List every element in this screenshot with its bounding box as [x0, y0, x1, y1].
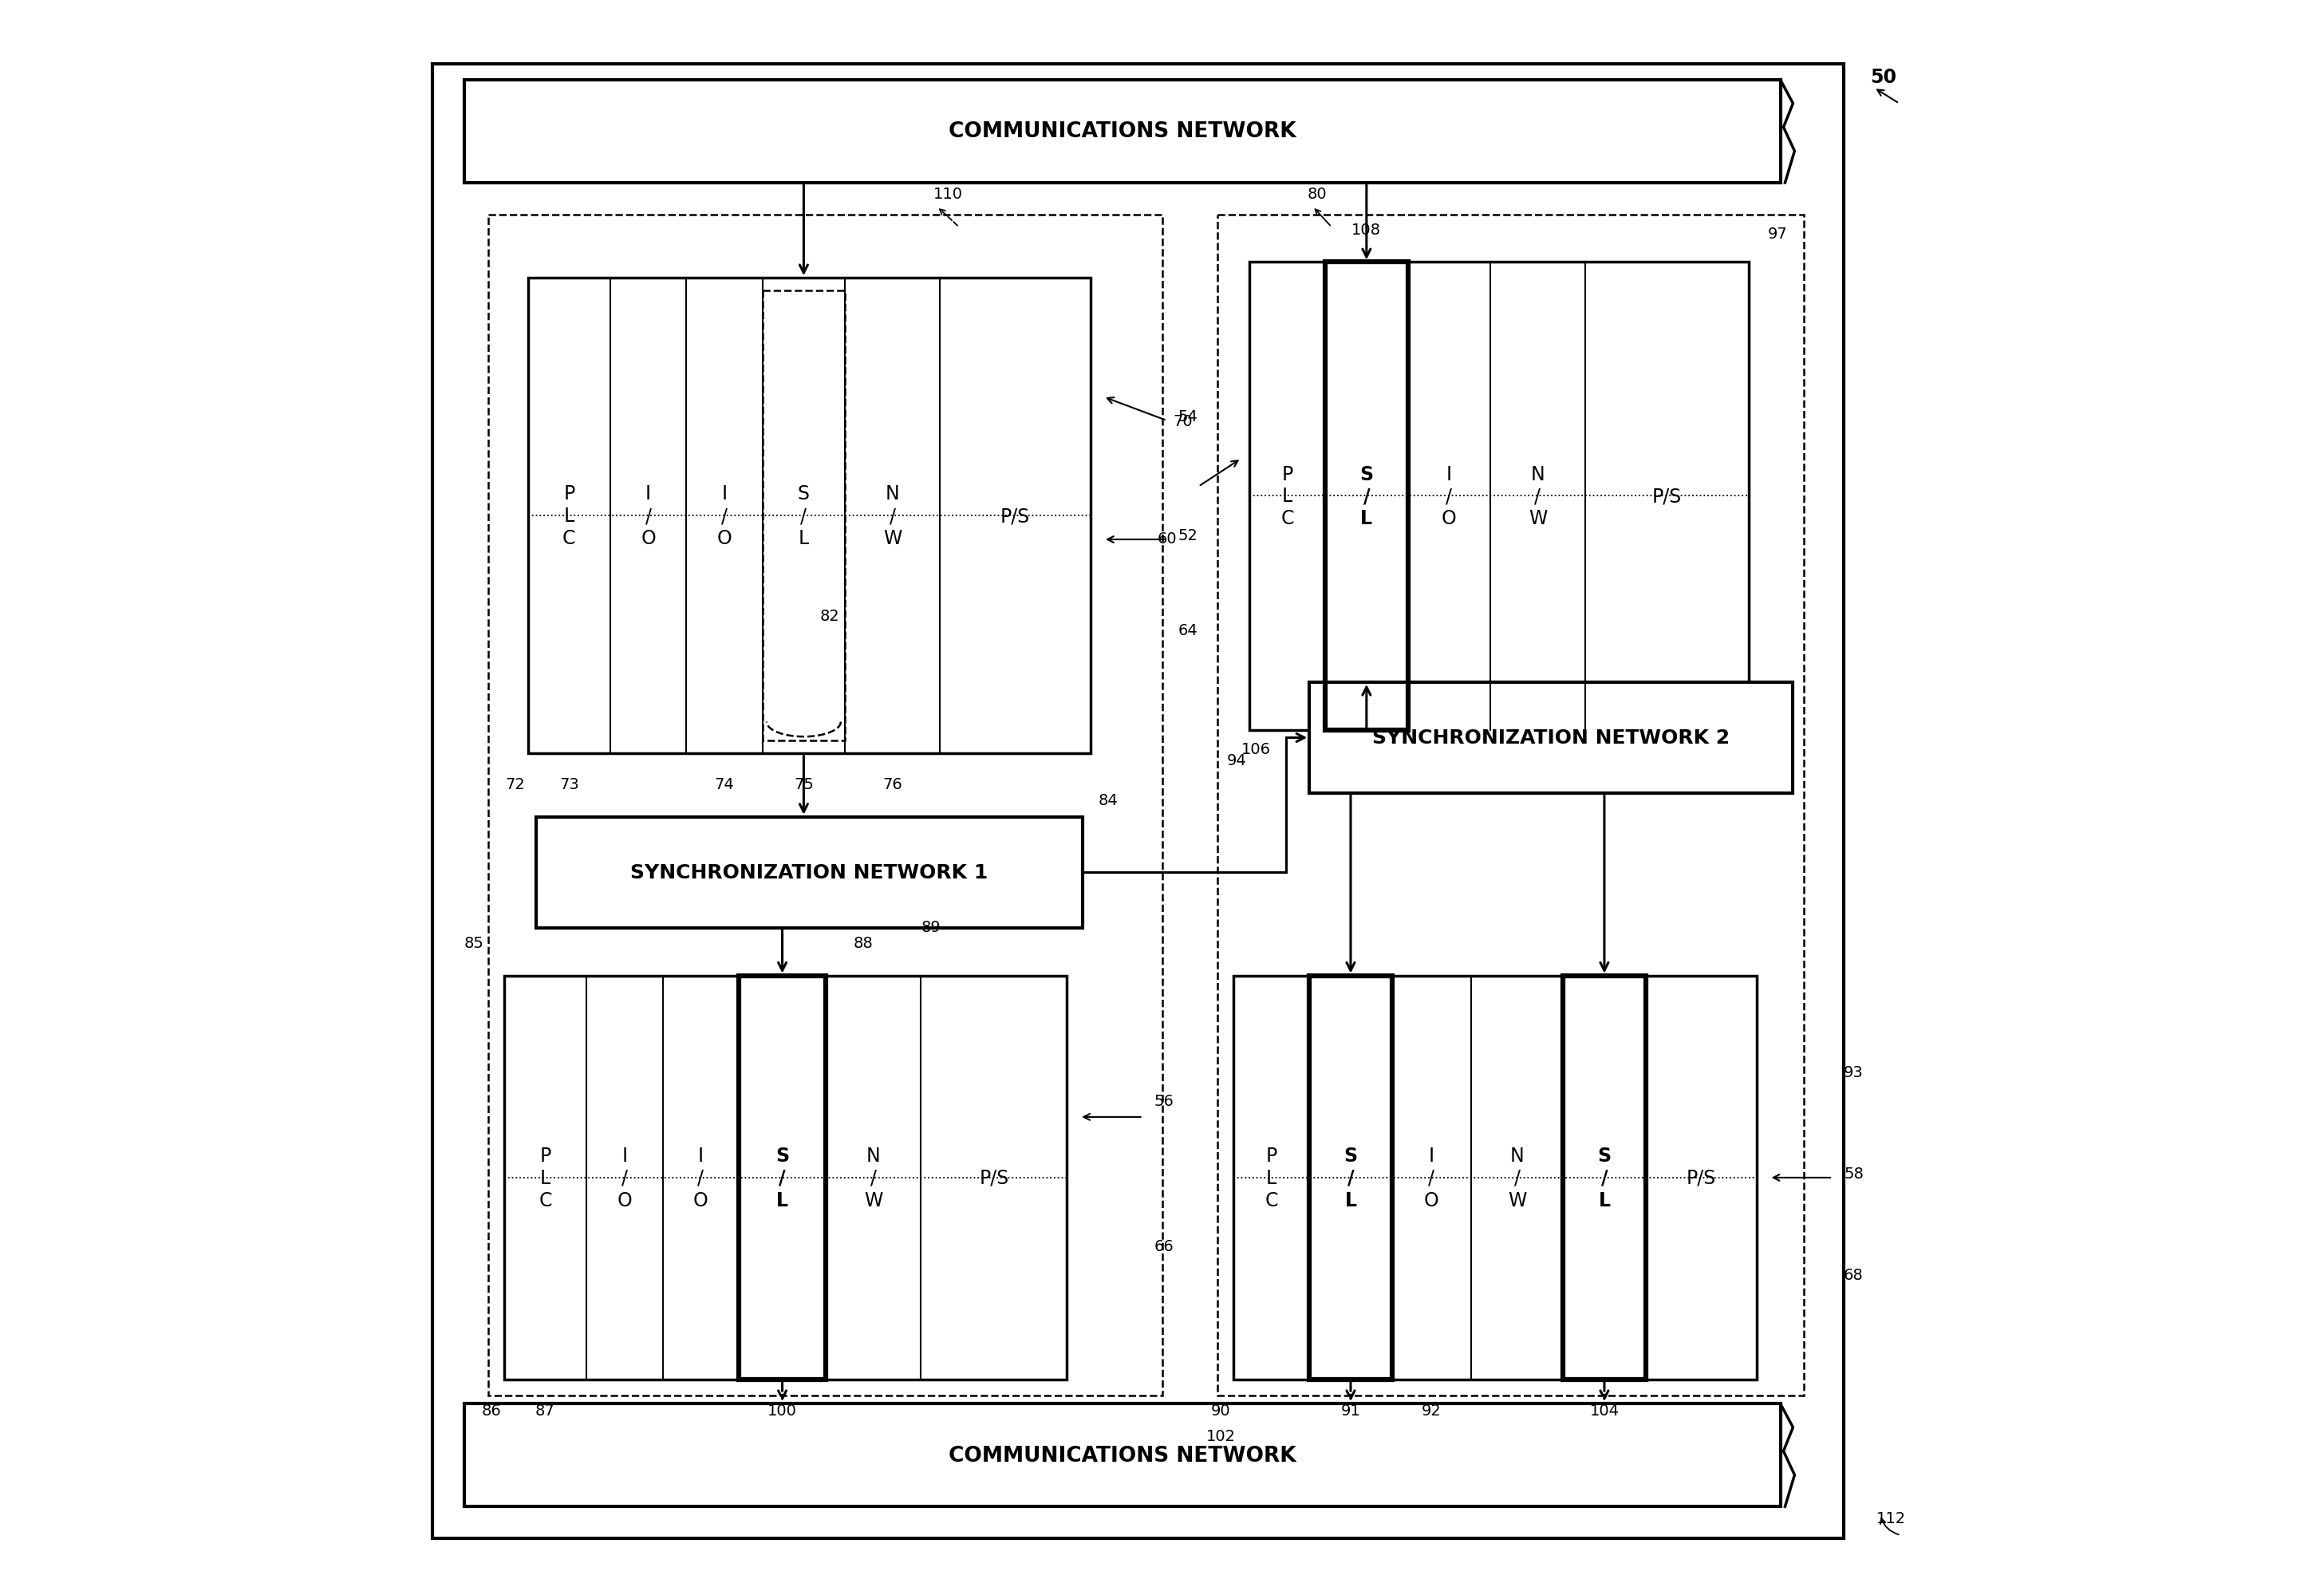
Text: COMMUNICATIONS NETWORK: COMMUNICATIONS NETWORK — [948, 1444, 1297, 1465]
Text: 92: 92 — [1422, 1403, 1441, 1417]
Text: P
L
C: P L C — [1281, 465, 1294, 528]
Text: S
/
L: S / L — [1597, 1146, 1611, 1209]
Text: 70: 70 — [1174, 414, 1192, 430]
Text: 54: 54 — [1178, 409, 1197, 424]
Text: 93: 93 — [1843, 1065, 1864, 1081]
Text: P
L
C: P L C — [539, 1146, 551, 1209]
Text: P/S: P/S — [1652, 487, 1683, 506]
Text: N
/
W: N / W — [865, 1146, 883, 1209]
Text: 82: 82 — [820, 609, 839, 624]
Bar — [1218, 216, 1803, 1395]
Text: N
/
W: N / W — [883, 484, 902, 548]
Text: S
/
L: S / L — [776, 1146, 790, 1209]
Text: 74: 74 — [713, 776, 734, 792]
Text: 104: 104 — [1590, 1403, 1620, 1417]
Text: 64: 64 — [1178, 624, 1197, 638]
Text: 95: 95 — [1439, 752, 1459, 768]
Text: 86: 86 — [481, 1403, 502, 1417]
Text: 91: 91 — [1341, 1403, 1360, 1417]
Bar — [432, 65, 1843, 1538]
Text: P
L
C: P L C — [562, 484, 576, 548]
Text: 52: 52 — [1178, 528, 1197, 543]
Text: 56: 56 — [1155, 1093, 1174, 1108]
Bar — [762, 290, 846, 741]
Text: 68: 68 — [1843, 1266, 1864, 1282]
Text: 66: 66 — [1155, 1238, 1174, 1254]
Text: N
/
W: N / W — [1529, 465, 1548, 528]
Text: 96: 96 — [1527, 752, 1548, 768]
Text: 108: 108 — [1353, 222, 1380, 238]
Text: P/S: P/S — [1002, 506, 1030, 525]
Text: 87: 87 — [535, 1403, 555, 1417]
Text: 73: 73 — [560, 776, 579, 792]
Text: S
/
L: S / L — [797, 484, 809, 548]
Text: 58: 58 — [1843, 1166, 1864, 1181]
Text: 88: 88 — [853, 935, 874, 951]
Text: P/S: P/S — [978, 1168, 1009, 1187]
Bar — [504, 976, 1067, 1379]
Text: 85: 85 — [465, 935, 483, 951]
Text: 90: 90 — [1211, 1403, 1229, 1417]
Bar — [1234, 976, 1757, 1379]
Bar — [739, 976, 825, 1379]
Text: I
/
O: I / O — [1425, 1146, 1439, 1209]
Text: I
/
O: I / O — [693, 1146, 709, 1209]
Text: 100: 100 — [767, 1403, 797, 1417]
Text: 80: 80 — [1308, 187, 1327, 202]
Bar — [537, 817, 1083, 928]
Text: 75: 75 — [795, 776, 813, 792]
Text: 84: 84 — [1099, 792, 1118, 808]
Text: 94: 94 — [1227, 752, 1246, 768]
Text: 76: 76 — [883, 776, 902, 792]
Bar — [465, 1403, 1780, 1506]
Bar — [1325, 262, 1408, 730]
Text: I
/
O: I / O — [641, 484, 655, 548]
Bar — [1564, 976, 1645, 1379]
Text: N
/
W: N / W — [1508, 1146, 1527, 1209]
Text: I
/
O: I / O — [1441, 465, 1457, 528]
Text: S
/
L: S / L — [1360, 465, 1373, 528]
Text: 102: 102 — [1206, 1428, 1236, 1443]
Text: 110: 110 — [934, 187, 962, 202]
Text: SYNCHRONIZATION NETWORK 2: SYNCHRONIZATION NETWORK 2 — [1373, 728, 1729, 747]
Text: SYNCHRONIZATION NETWORK 1: SYNCHRONIZATION NETWORK 1 — [630, 863, 988, 882]
Text: 106: 106 — [1241, 741, 1271, 757]
Text: I
/
O: I / O — [716, 484, 732, 548]
Text: 72: 72 — [504, 776, 525, 792]
Text: 60: 60 — [1157, 532, 1176, 546]
Text: S
/
L: S / L — [1343, 1146, 1357, 1209]
Bar — [1308, 682, 1794, 794]
Text: COMMUNICATIONS NETWORK: COMMUNICATIONS NETWORK — [948, 122, 1297, 143]
Text: 50: 50 — [1871, 68, 1896, 87]
Text: P
L
C: P L C — [1264, 1146, 1278, 1209]
Bar — [1250, 262, 1748, 730]
Bar — [528, 278, 1090, 754]
Bar — [488, 216, 1162, 1395]
Bar — [465, 81, 1780, 184]
Text: 112: 112 — [1875, 1511, 1906, 1525]
Text: 89: 89 — [920, 919, 941, 935]
Text: I
/
O: I / O — [618, 1146, 632, 1209]
Text: P/S: P/S — [1687, 1168, 1715, 1187]
Text: 97: 97 — [1769, 227, 1787, 241]
Bar — [1308, 976, 1392, 1379]
